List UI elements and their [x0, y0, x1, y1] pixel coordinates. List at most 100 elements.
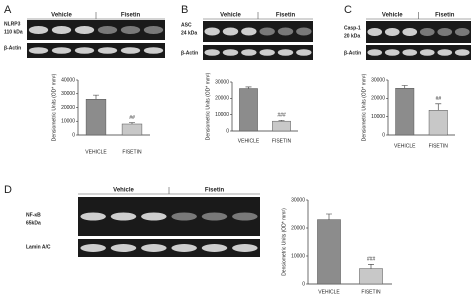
blot-band [232, 212, 258, 221]
blot-strip [366, 21, 471, 43]
group-label: Fisetin [276, 13, 296, 19]
annotation: ## [129, 115, 135, 121]
y-tick-label: 40000 [61, 77, 75, 83]
y-tick-label: 0 [382, 132, 385, 138]
blot-band [120, 26, 141, 34]
x-tick-label: VEHICLE [318, 289, 340, 295]
bar [85, 99, 107, 136]
error-bar [245, 86, 252, 89]
loading-label: Lamin A/C [26, 244, 51, 250]
y-tick-label: 10000 [215, 112, 229, 118]
blot-band [367, 28, 383, 36]
blot-strip [78, 239, 260, 257]
blot-band [171, 212, 197, 221]
group-label: Vehicle [382, 13, 403, 19]
y-tick-label: 30000 [215, 79, 229, 85]
blot-band [277, 49, 294, 56]
blot-strip [78, 197, 260, 236]
blot-band [241, 27, 257, 36]
blot-band [296, 49, 312, 56]
blot-band [232, 244, 258, 252]
group-label: Fisetin [121, 13, 141, 19]
blot-band [74, 47, 95, 54]
y-tick-label: 20000 [61, 105, 75, 111]
x-tick-label: FISETIN [122, 149, 142, 155]
blot-band [143, 47, 164, 54]
error-bar [93, 94, 99, 100]
panel: A NLRP3 110 kDa β-Actin Vehicle Fisetin 0 10000… [4, 4, 165, 155]
group-label: Vehicle [220, 13, 241, 19]
y-tick-label: 30000 [61, 91, 75, 97]
protein-label: ASC [181, 22, 192, 28]
x-tick-label: FISETIN [272, 138, 292, 144]
blot-band [222, 27, 239, 36]
blot-band [143, 26, 164, 34]
blot-strip [366, 45, 471, 60]
y-axis-label: Densiometric Units (OD* mm²) [361, 73, 367, 141]
group-label: Vehicle [51, 13, 72, 19]
blot-band [80, 244, 106, 252]
panel-letter: D [4, 184, 12, 196]
size-label: 20 kDa [344, 33, 360, 39]
error-bar [435, 103, 442, 111]
y-tick-label: 0 [226, 128, 229, 134]
blot-band [437, 28, 453, 36]
y-tick-label: 30000 [371, 77, 385, 83]
x-tick-label: VEHICLE [238, 138, 260, 144]
blot-band [277, 27, 294, 36]
bar [272, 120, 291, 132]
x-tick-label: VEHICLE [394, 143, 416, 149]
bar [317, 219, 341, 285]
blot-band [51, 26, 72, 34]
blot-band [259, 27, 275, 36]
y-tick-label: 0 [302, 281, 305, 287]
error-bar [401, 85, 408, 89]
blot-band [222, 49, 239, 56]
protein-label: NF-κB [26, 212, 41, 218]
y-tick-label: 0 [72, 132, 75, 138]
group-label: Vehicle [113, 188, 134, 194]
protein-label: Casp-1 [344, 25, 361, 31]
blot-band [419, 28, 435, 36]
blot-band [141, 244, 167, 252]
error-bar [129, 122, 135, 124]
group-label: Fisetin [435, 13, 455, 19]
bar [359, 268, 383, 285]
panel: D NF-κB 65kDa Lamin A/C Vehicle Fisetin 0 10000… [4, 184, 392, 295]
size-label: 24 kDa [181, 30, 197, 36]
loading-label: β-Actin [344, 50, 361, 56]
blot-strip [27, 43, 165, 58]
blot-strip [203, 21, 313, 42]
blot-band [80, 212, 106, 221]
blot-band [28, 26, 49, 34]
blot-band [419, 49, 435, 56]
annotation: ### [367, 257, 376, 263]
x-tick-label: VEHICLE [85, 149, 107, 155]
blot-band [367, 49, 383, 56]
size-label: 110 kDa [4, 29, 23, 35]
blot-band [454, 49, 470, 56]
error-bar [278, 120, 285, 122]
blot-band [241, 49, 257, 56]
y-tick-label: 10000 [371, 114, 385, 120]
size-label: 65kDa [26, 220, 41, 226]
annotation: ## [435, 96, 441, 102]
panel: B ASC 24 kDa β-Actin Vehicle Fisetin 0 10000 200… [181, 4, 313, 144]
blot-band [171, 244, 197, 252]
blot-band [296, 27, 312, 36]
blot-strip [203, 45, 313, 60]
y-tick-label: 30000 [291, 197, 305, 203]
loading-label: β-Actin [4, 45, 21, 51]
x-tick-label: FISETIN [361, 289, 381, 295]
panel-letter: B [181, 4, 188, 16]
blot-band [402, 28, 418, 36]
blot-band [204, 49, 220, 56]
blot-band [97, 26, 118, 34]
blot-band [384, 28, 400, 36]
blot-band [141, 212, 167, 221]
blot-band [402, 49, 418, 56]
blot-strip [27, 20, 165, 40]
panel-letter: C [344, 4, 352, 16]
loading-label: β-Actin [181, 50, 198, 56]
